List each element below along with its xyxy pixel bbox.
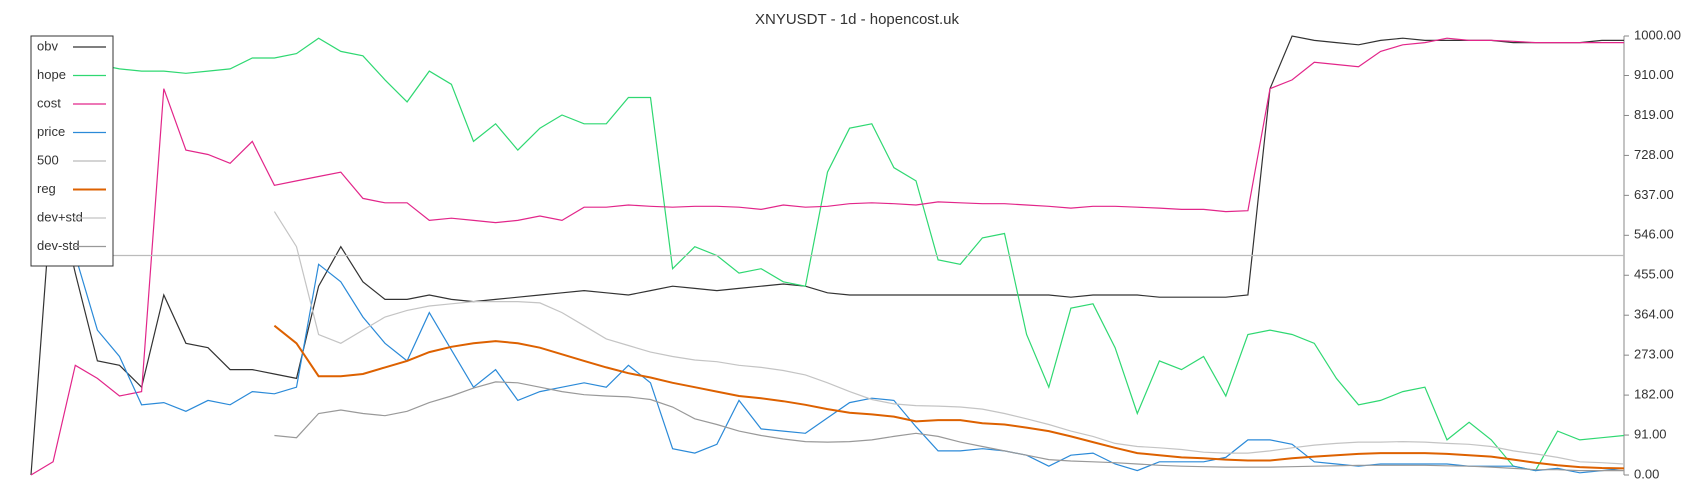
y-tick-label: 546.00 — [1634, 227, 1674, 242]
legend-label: obv — [37, 38, 58, 53]
legend-label: dev+std — [37, 209, 83, 224]
y-tick-label: 637.00 — [1634, 187, 1674, 202]
series-line — [30, 35, 1624, 476]
series-line — [30, 37, 1624, 476]
y-tick-label: 182.00 — [1634, 387, 1674, 402]
chart-title: XNYUSDT - 1d - hopencost.uk — [755, 11, 959, 28]
legend-label: cost — [37, 95, 61, 110]
legend: obv hope cost price 500 reg dev+std dev-std — [30, 35, 114, 267]
legend-label: dev-std — [37, 238, 80, 253]
y-tick-label: 91.00 — [1634, 426, 1667, 441]
y-tick-label: 0.00 — [1634, 466, 1659, 481]
legend-label: 500 — [37, 152, 59, 167]
series-line — [30, 37, 1625, 472]
y-tick-label: 1000.00 — [1634, 27, 1681, 42]
y-tick-label: 364.00 — [1634, 307, 1674, 322]
legend-label: hope — [37, 67, 66, 82]
series-line — [274, 381, 1624, 472]
y-tick-label: 455.00 — [1634, 267, 1674, 282]
series-line — [273, 324, 1625, 470]
series-line — [273, 211, 1625, 465]
legend-label: price — [37, 124, 65, 139]
series-line — [30, 211, 1625, 474]
y-tick-label: 273.00 — [1634, 347, 1674, 362]
legend-label: reg — [37, 181, 56, 196]
y-tick-label: 728.00 — [1634, 147, 1674, 162]
y-tick-label: 910.00 — [1634, 67, 1674, 82]
legend-box — [30, 35, 114, 267]
y-tick-label: 819.00 — [1634, 107, 1674, 122]
